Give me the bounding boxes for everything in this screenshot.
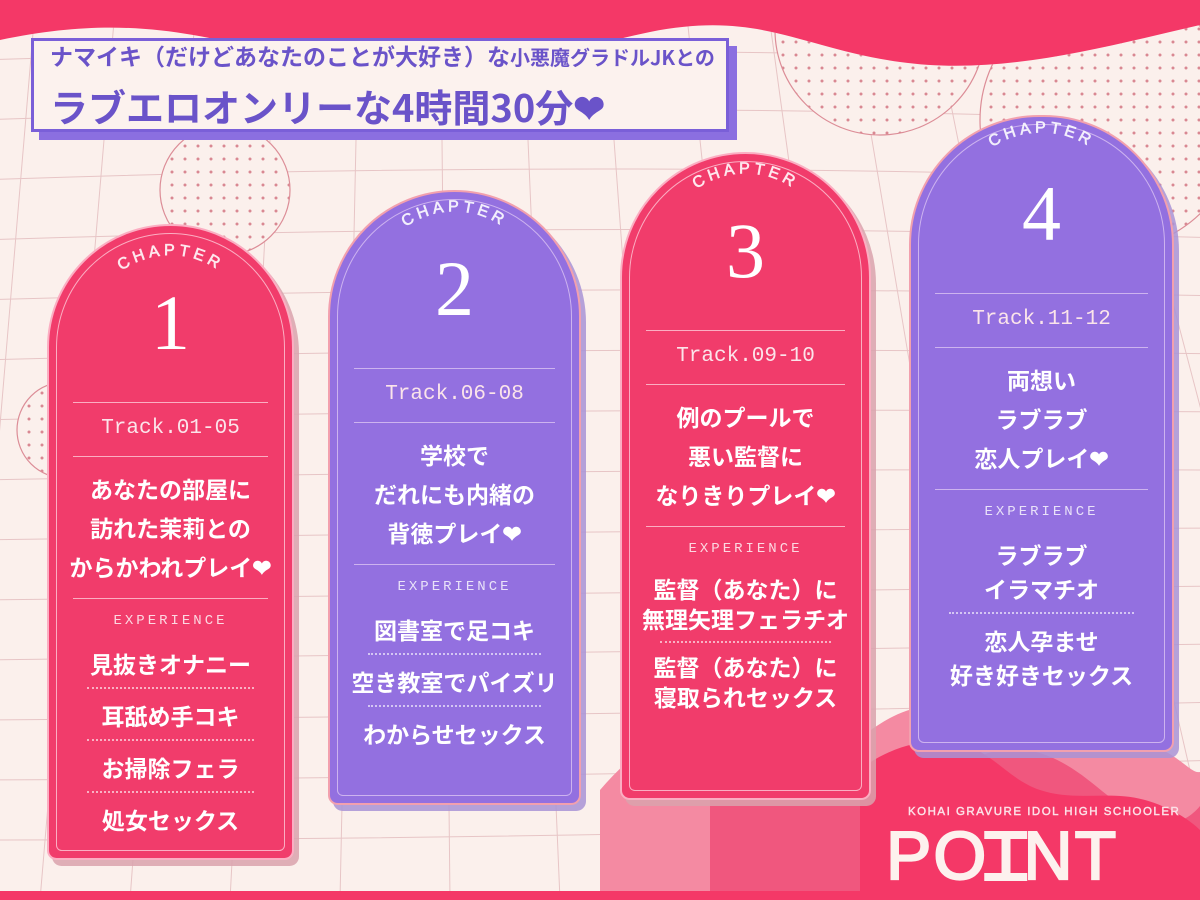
svg-text:CHAPTER: CHAPTER: [690, 160, 801, 192]
svg-text:CHAPTER: CHAPTER: [399, 198, 510, 230]
svg-text:CHAPTER: CHAPTER: [986, 121, 1097, 151]
svg-text:CHAPTER: CHAPTER: [115, 242, 226, 274]
